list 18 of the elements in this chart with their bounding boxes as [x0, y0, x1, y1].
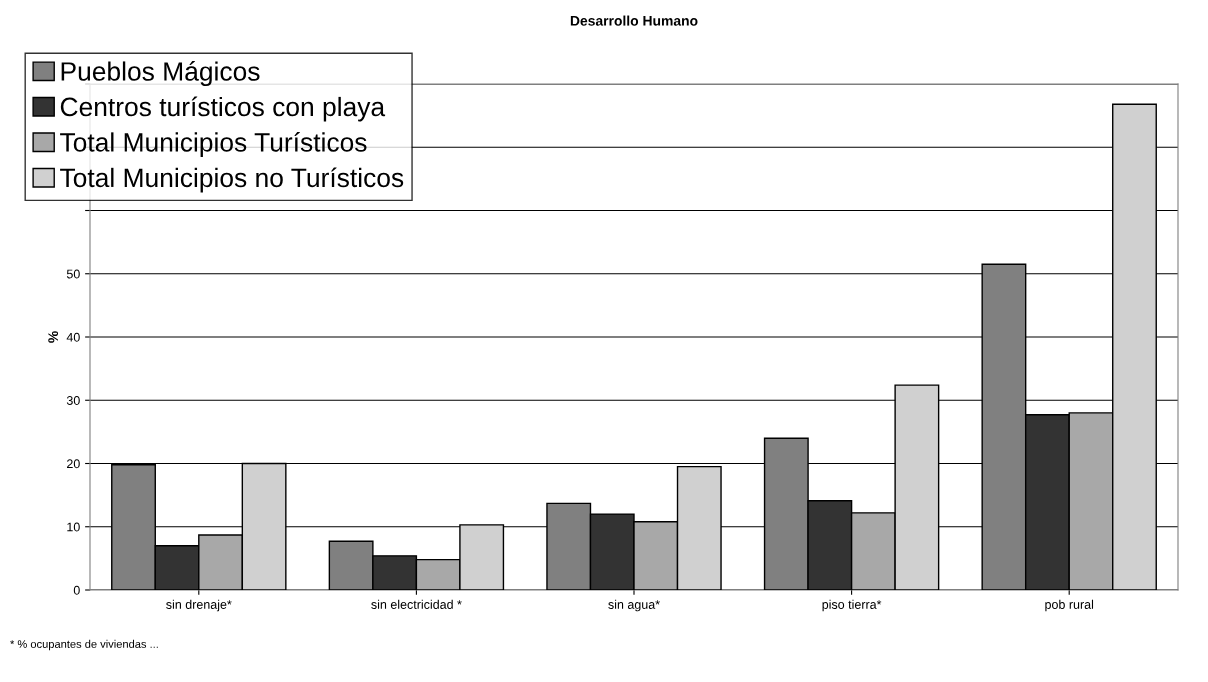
y-tick-label: 0 — [73, 585, 80, 595]
x-tick-label: sin agua* — [608, 599, 660, 612]
x-tick-label: sin electricidad * — [371, 599, 462, 609]
y-tick-label: 20 — [67, 459, 80, 469]
y-axis-title: % — [48, 331, 59, 343]
y-tick-label: 30 — [66, 396, 80, 405]
x-tick-label: piso tierra* — [822, 599, 882, 612]
text: * % ocupantes de viviendas ... — [10, 639, 158, 651]
x-tick-label: sin drenaje* — [166, 599, 232, 612]
legend-label: Total Municipios Turísticos — [60, 132, 367, 157]
y-tick-label: 50 — [66, 269, 80, 279]
x-tick-label: pob rural — [1045, 599, 1094, 612]
chart-title: Desarrollo Humano — [570, 15, 698, 26]
legend-label: Centros turísticos con playa — [60, 96, 386, 122]
y-tick-label: 10 — [67, 522, 80, 532]
y-tick-label: 40 — [66, 332, 80, 342]
legend-label: Pueblos Mágicos — [61, 61, 260, 87]
legend-label: Total Municipios no Turísticos — [60, 167, 404, 193]
